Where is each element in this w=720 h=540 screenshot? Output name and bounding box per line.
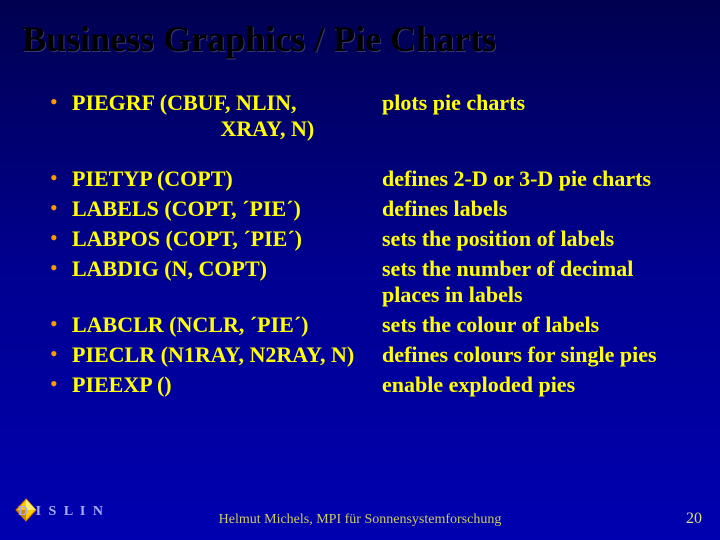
slide-title: Business Graphics / Pie Charts — [0, 0, 720, 60]
bullet-icon: • — [50, 166, 72, 190]
bullet-icon: • — [50, 372, 72, 396]
bullet-icon: • — [50, 342, 72, 366]
function-signature: PIEGRF (CBUF, NLIN, XRAY, N) — [72, 90, 382, 142]
bullet-icon: • — [50, 256, 72, 280]
list-item: •PIEGRF (CBUF, NLIN, XRAY, N)plots pie c… — [50, 90, 690, 142]
function-description: defines 2-D or 3-D pie charts — [382, 166, 690, 192]
list-item: •LABPOS (COPT, ´PIE´)sets the position o… — [50, 226, 690, 252]
list-item: •LABCLR (NCLR, ´PIE´)sets the colour of … — [50, 312, 690, 338]
function-description: sets the number of decimal places in lab… — [382, 256, 690, 308]
function-description: defines colours for single pies — [382, 342, 690, 368]
list-item: •PIECLR (N1RAY, N2RAY, N)defines colours… — [50, 342, 690, 368]
function-signature: PIETYP (COPT) — [72, 166, 382, 192]
content-list: •PIEGRF (CBUF, NLIN, XRAY, N)plots pie c… — [0, 60, 720, 398]
function-signature: LABPOS (COPT, ´PIE´) — [72, 226, 382, 252]
function-description: sets the colour of labels — [382, 312, 690, 338]
list-item: •LABDIG (N, COPT)sets the number of deci… — [50, 256, 690, 308]
function-signature: LABCLR (NCLR, ´PIE´) — [72, 312, 382, 338]
function-description: defines labels — [382, 196, 690, 222]
function-description: plots pie charts — [382, 90, 690, 116]
list-item: •LABELS (COPT, ´PIE´)defines labels — [50, 196, 690, 222]
list-item: •PIEEXP ()enable exploded pies — [50, 372, 690, 398]
bullet-icon: • — [50, 196, 72, 220]
function-signature: PIECLR (N1RAY, N2RAY, N) — [72, 342, 382, 368]
bullet-icon: • — [50, 226, 72, 250]
function-description: sets the position of labels — [382, 226, 690, 252]
bullet-icon: • — [50, 312, 72, 336]
list-item: •PIETYP (COPT)defines 2-D or 3-D pie cha… — [50, 166, 690, 192]
function-signature: LABELS (COPT, ´PIE´) — [72, 196, 382, 222]
bullet-icon: • — [50, 90, 72, 114]
function-description: enable exploded pies — [382, 372, 690, 398]
page-number: 20 — [686, 510, 702, 528]
function-signature: PIEEXP () — [72, 372, 382, 398]
function-signature: LABDIG (N, COPT) — [72, 256, 382, 282]
footer-credit: Helmut Michels, MPI für Sonnensystemfors… — [0, 512, 720, 528]
